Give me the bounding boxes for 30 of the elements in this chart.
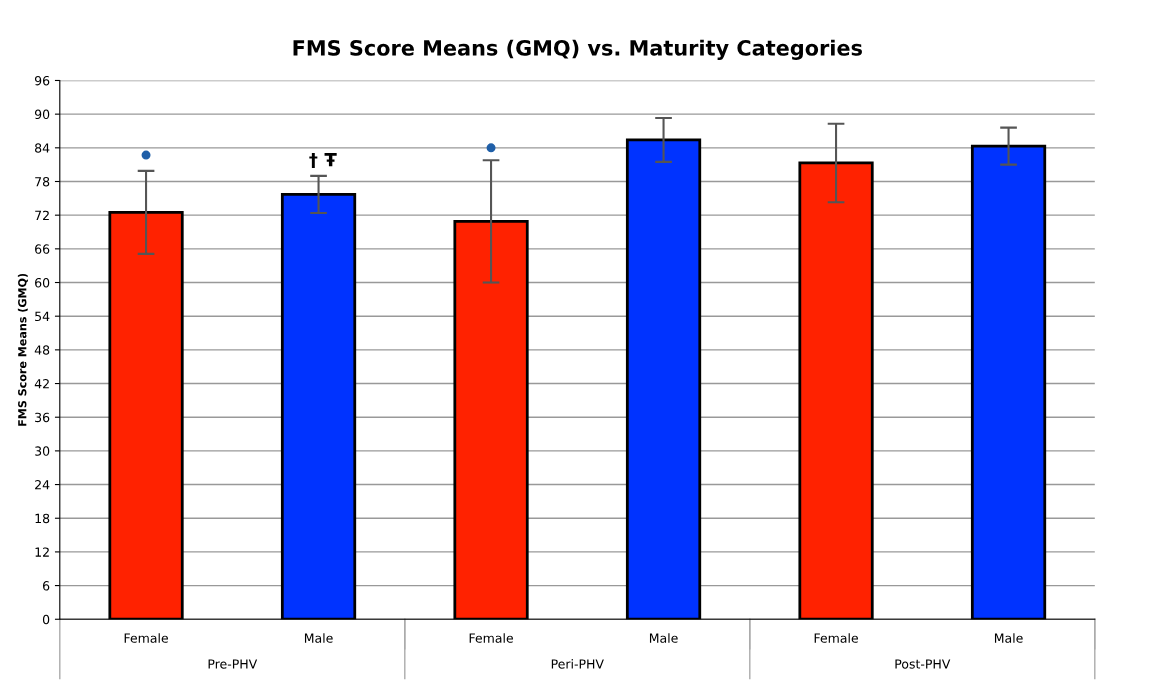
y-tick-label: 96 (34, 75, 50, 86)
x-tick-label: Female (814, 633, 858, 643)
chart-title: FMS Score Means (GMQ) vs. Maturity Categories (293, 39, 862, 60)
y-tick-label: 24 (35, 480, 50, 490)
x-tick-label: Male (649, 633, 678, 643)
x-tick-label: Male (304, 633, 333, 643)
y-tick-label: 42 (34, 379, 49, 389)
y-tick-label: 6 (43, 581, 50, 591)
x-tick-label: Male (994, 633, 1023, 643)
y-tick-label: 90 (34, 109, 50, 120)
y-tick-label: 72 (35, 210, 49, 220)
y-tick-label: 12 (35, 547, 49, 557)
y-tick-label: 78 (35, 176, 50, 187)
y-tick-label: 48 (34, 345, 50, 355)
y-tick-label: 54 (35, 311, 50, 322)
x-tick-label: Female (469, 633, 513, 643)
text: Peri-PHV (551, 659, 604, 669)
y-tick-label: 0 (42, 614, 50, 625)
y-tick-label: 18 (35, 513, 50, 524)
y-tick-label: 66 (35, 244, 50, 254)
x-tick-label: Female (124, 633, 168, 643)
y-tick-label: 84 (35, 143, 50, 153)
annotation: † (309, 153, 318, 169)
y-tick-label: 30 (35, 446, 50, 456)
y-axis-title: FMS Score Means (GMQ) (17, 273, 28, 426)
text: Post-PHV (895, 659, 951, 669)
y-tick-label: 60 (35, 277, 50, 288)
text: Pre-PHV (208, 659, 258, 669)
y-tick-label: 36 (35, 412, 50, 423)
annotation: Ŧ (324, 153, 337, 167)
